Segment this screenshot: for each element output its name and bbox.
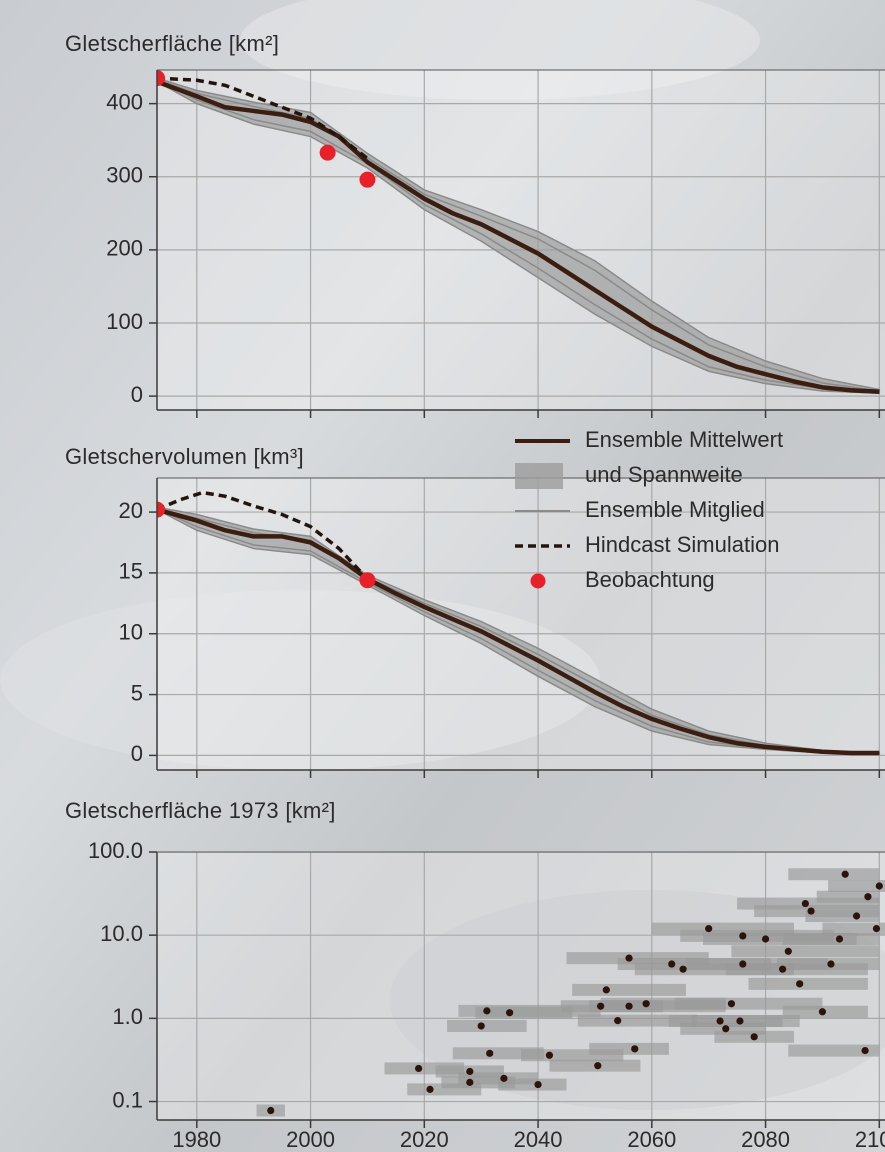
- panel-title: Gletschervolumen [km³]: [65, 444, 304, 469]
- y-tick-label: 15: [119, 559, 143, 584]
- panel-title: Gletscherfläche [km²]: [65, 31, 279, 56]
- range-bar: [749, 978, 868, 990]
- point: [679, 966, 686, 973]
- legend-label: Ensemble Mitglied: [585, 497, 765, 522]
- legend-label: Ensemble Mittelwert: [585, 427, 783, 452]
- x-tick-label: 1980: [172, 1127, 221, 1152]
- legend-label: und Spannweite: [585, 462, 743, 487]
- point: [500, 1075, 507, 1082]
- x-tick-label: 2020: [400, 1127, 449, 1152]
- legend-label: Hindcast Simulation: [585, 532, 779, 557]
- point: [722, 1025, 729, 1032]
- point: [603, 986, 610, 993]
- range-bar: [788, 868, 879, 880]
- range-bar: [731, 945, 879, 957]
- point: [807, 907, 814, 914]
- point: [486, 1050, 493, 1057]
- point: [736, 1017, 743, 1024]
- point: [728, 1000, 735, 1007]
- range-bar: [476, 1007, 573, 1019]
- point: [597, 1003, 604, 1010]
- range-bar: [805, 910, 879, 922]
- point: [827, 960, 834, 967]
- range-bar: [572, 984, 686, 996]
- point: [842, 871, 849, 878]
- point: [762, 935, 769, 942]
- point: [802, 900, 809, 907]
- point: [779, 966, 786, 973]
- y-tick-label: 100: [106, 309, 143, 334]
- point: [415, 1065, 422, 1072]
- y-tick-label: 400: [106, 89, 143, 114]
- x-tick-label: 2080: [741, 1127, 790, 1152]
- y-tick-label: 1.0: [112, 1004, 143, 1029]
- point: [873, 925, 880, 932]
- observation: [359, 172, 375, 188]
- y-tick-label: 200: [106, 236, 143, 261]
- point: [631, 1045, 638, 1052]
- legend-label: Beobachtung: [585, 567, 715, 592]
- range-bar: [589, 1043, 669, 1055]
- point: [506, 1009, 513, 1016]
- point: [643, 1000, 650, 1007]
- y-tick-label: 300: [106, 163, 143, 188]
- point: [478, 1022, 485, 1029]
- point: [876, 882, 883, 889]
- x-tick-label: 2060: [627, 1127, 676, 1152]
- point: [483, 1007, 490, 1014]
- point: [796, 980, 803, 987]
- point: [625, 1003, 632, 1010]
- legend-symbol: [515, 463, 563, 489]
- point: [668, 960, 675, 967]
- y-tick-label: 0: [131, 382, 143, 407]
- range-bar: [447, 1020, 527, 1032]
- point: [716, 1017, 723, 1024]
- point: [864, 893, 871, 900]
- x-tick-label: 2040: [514, 1127, 563, 1152]
- point: [466, 1079, 473, 1086]
- observation: [359, 572, 375, 588]
- point: [546, 1052, 553, 1059]
- point: [426, 1086, 433, 1093]
- chart: Gletscherfläche [km²]0100200300400Gletsc…: [0, 0, 885, 1152]
- point: [861, 1047, 868, 1054]
- range-bar: [783, 933, 880, 945]
- y-tick-label: 100.0: [88, 838, 143, 863]
- point: [705, 925, 712, 932]
- panel-title: Gletscherfläche 1973 [km²]: [65, 798, 336, 823]
- point: [739, 932, 746, 939]
- point: [751, 1033, 758, 1040]
- point: [836, 935, 843, 942]
- point: [785, 948, 792, 955]
- point: [819, 1008, 826, 1015]
- y-tick-label: 10: [119, 620, 143, 645]
- x-tick-label: 2100: [855, 1127, 885, 1152]
- y-tick-label: 0: [131, 741, 143, 766]
- range-bar: [498, 1079, 566, 1091]
- y-tick-label: 20: [119, 498, 143, 523]
- point: [614, 1017, 621, 1024]
- x-tick-label: 2000: [286, 1127, 335, 1152]
- point: [594, 1062, 601, 1069]
- legend-symbol: [531, 574, 546, 589]
- point: [853, 912, 860, 919]
- y-tick-label: 5: [131, 680, 143, 705]
- point: [625, 955, 632, 962]
- point: [739, 960, 746, 967]
- plot-area: [157, 478, 885, 770]
- point: [466, 1068, 473, 1075]
- y-tick-label: 0.1: [112, 1087, 143, 1112]
- point: [534, 1081, 541, 1088]
- observation: [320, 145, 336, 161]
- page: {"chart_data": [ {"type": "line", "title…: [0, 0, 885, 1152]
- y-tick-label: 10.0: [100, 921, 143, 946]
- point: [267, 1107, 274, 1114]
